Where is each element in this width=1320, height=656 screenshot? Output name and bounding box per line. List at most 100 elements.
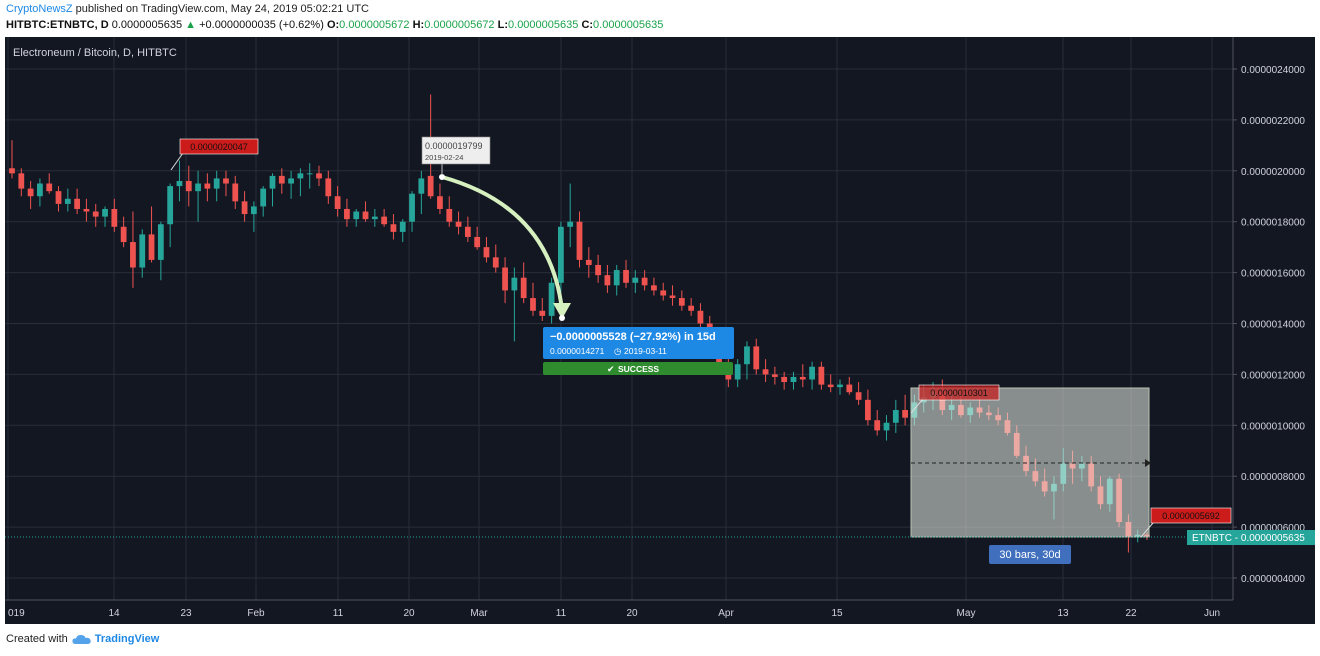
time-axis-bg [5,600,1315,624]
candle-body [353,211,360,220]
candle [595,254,601,283]
candle [567,183,574,248]
candle [744,341,750,380]
x-tick-label: 11 [333,608,344,619]
candle-body [492,257,499,268]
candle-body [558,226,564,283]
y-tick-label: 0.0000018000 [1241,218,1305,229]
created-with-text: Created with [6,633,68,645]
candle [613,264,620,296]
candle [232,175,239,209]
measure-label-box[interactable] [543,327,734,359]
candle-body [744,346,750,365]
author-link[interactable]: CryptoNewsZ [6,3,73,15]
candle [790,371,797,390]
up-arrow-icon: ▲ [185,19,197,31]
candle [669,285,676,306]
candle [799,364,806,388]
y-tick-label: 0.0000016000 [1241,269,1305,280]
candle-body [213,178,220,189]
candle [37,178,43,207]
price-axis[interactable]: 0.0000024000 0.0000022000 0.0000020000 0.00… [1232,37,1315,600]
callout-high-jan-leader [170,152,184,171]
candle-body [883,422,890,431]
candle [381,208,388,227]
open-label: O: [326,19,340,31]
x-tick-label: May [957,608,976,619]
candle [474,226,481,250]
measure-price-text: 0.0000014271 [550,346,605,356]
y-tick-label: 0.0000006000 [1241,523,1305,534]
callout-high-jan-text: 0.0000020047 [190,142,248,152]
candle-body [185,180,192,192]
candle-body [167,186,174,225]
callout-high-jan-box[interactable] [179,138,259,155]
candle [213,170,220,202]
measure-start-point[interactable] [439,174,445,180]
candle-body [818,366,825,385]
candle-body [771,374,778,377]
candle-body [399,221,406,232]
candle-body [632,277,639,283]
candle [753,338,760,375]
callout-apr-text: 0.0000010301 [930,388,988,398]
candle-body [455,221,462,227]
candle-body [539,310,546,316]
chart-panel[interactable]: 0.0000020047 0.0000019799 2019-02-24 −0.… [5,37,1315,624]
candle [251,201,257,232]
candle [865,389,871,426]
candle-body [688,305,695,311]
candle-body [409,193,415,222]
candle-body [306,173,313,175]
callout-feb-box[interactable] [421,136,491,165]
candle-body [251,206,257,215]
candle-body [865,399,871,421]
candle [130,211,136,288]
range-label-text: 30 bars, 30d [999,549,1060,561]
candle [157,221,164,281]
candle-body [148,234,155,260]
candle-body [483,247,490,258]
x-tick-label: 14 [108,608,120,619]
candle-body [325,178,332,197]
tradingview-link[interactable]: TradingView [72,633,159,645]
low-label: L: [497,19,509,31]
callout-last-box[interactable] [1150,507,1232,524]
price-tag-text: ETNBTC - 0.0000005635 [1192,533,1305,544]
candle-body [855,392,862,400]
measure-arrow-head-icon [553,303,571,319]
candle [92,203,99,227]
candle [288,170,294,199]
candle [809,361,815,390]
candle [83,198,90,222]
candle [558,221,564,293]
time-axis[interactable]: 019 14 23 Feb 11 20 Mar 11 20 Apr 15 May 13 22 Jun [5,599,1315,624]
candle-body [241,201,248,215]
candle-body [371,216,378,220]
candle-body [195,183,201,192]
candle [530,282,536,316]
candle [446,196,453,227]
candle-body [846,384,853,393]
candle [9,140,15,179]
candle-body [74,198,81,209]
range-label-box [989,545,1071,564]
callout-apr-box[interactable] [918,384,1000,401]
candle [18,168,25,197]
candlestick-chart[interactable]: 0.0000020047 0.0000019799 2019-02-24 −0.… [5,37,1315,624]
published-line: CryptoNewsZ published on TradingView.com… [6,3,369,15]
candle [892,399,899,433]
measure-end-point[interactable] [559,315,565,321]
candle [148,206,155,263]
candle-body [46,183,53,192]
candle [734,359,741,388]
candle-body [874,420,881,431]
candle [362,201,369,222]
candle-body [418,178,425,194]
callout-feb-date: 2019-02-24 [425,153,463,162]
candle-body [176,180,183,187]
candle-body [278,175,285,184]
x-tick-label: Jun [1204,608,1220,619]
candle-body [604,275,611,286]
candle-body [204,183,211,189]
